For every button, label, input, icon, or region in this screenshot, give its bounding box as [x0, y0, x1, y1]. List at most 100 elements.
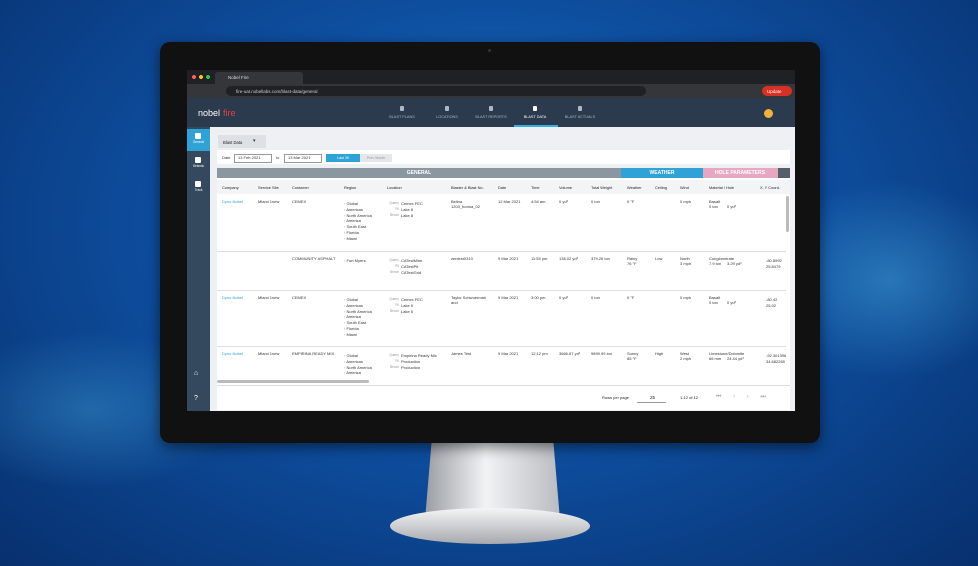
region: North America: [344, 365, 371, 370]
region: South East: [344, 320, 366, 325]
ceiling: Low: [655, 256, 663, 261]
column-header[interactable]: Company: [222, 184, 239, 190]
nav-icon[interactable]: [445, 106, 449, 111]
region: America: [344, 218, 361, 223]
column-header[interactable]: Location: [387, 184, 402, 190]
column-header[interactable]: Ceiling: [655, 184, 667, 190]
company[interactable]: Dyno Nobel: [222, 351, 243, 356]
nav-item[interactable]: BLAST DATA: [523, 115, 547, 119]
to-label: to: [276, 155, 280, 160]
customer: COMMUNITY ASPHALT: [292, 256, 336, 261]
coord: -80.42: [766, 297, 778, 302]
column-header[interactable]: Total Weight: [591, 184, 613, 190]
date-to[interactable]: [284, 154, 322, 163]
company[interactable]: Dyno Nobel: [222, 295, 243, 300]
region: South East: [344, 224, 366, 229]
last30-label[interactable]: Last 30: [337, 155, 349, 160]
date-from[interactable]: [234, 154, 272, 163]
update-label[interactable]: Update: [767, 88, 782, 94]
column-header[interactable]: X, Y Coord.: [760, 184, 780, 190]
caret[interactable]: ▾: [253, 138, 256, 144]
prev-month-button[interactable]: [360, 154, 392, 162]
column-header[interactable]: Wind: [680, 184, 689, 190]
volume: 3666.67 yd³: [559, 351, 581, 356]
selector-tab[interactable]: [218, 135, 266, 148]
nav-item[interactable]: BLAST ACTUALS: [564, 115, 596, 119]
region: Florida: [344, 230, 358, 235]
column-header[interactable]: Date: [498, 184, 507, 190]
date-from-value[interactable]: 13 Feb 2021: [238, 155, 261, 160]
table: [217, 168, 790, 410]
scroll-right[interactable]: [778, 168, 790, 178]
help-icon[interactable]: ?: [194, 395, 198, 402]
column-header[interactable]: Time: [531, 184, 540, 190]
coord: 34.682265: [766, 359, 785, 364]
total-weight: 379.26 ton: [591, 256, 610, 261]
h-scrollbar[interactable]: [217, 380, 369, 383]
last30-button[interactable]: [326, 154, 360, 162]
nav-item[interactable]: BLAST PLANS: [389, 115, 415, 119]
region: Global: [344, 201, 358, 206]
avatar[interactable]: [764, 109, 773, 118]
column-header[interactable]: Material / Hole: [709, 184, 735, 190]
wind: 0 mph: [680, 199, 692, 204]
column-header[interactable]: Blaster & Blast No.: [451, 184, 484, 190]
column-header[interactable]: Region: [344, 184, 357, 190]
nav-item[interactable]: LOCATIONS: [436, 115, 458, 119]
nav-icon[interactable]: [533, 106, 537, 111]
region: Americas: [344, 303, 363, 308]
home-icon[interactable]: ⌂: [194, 370, 199, 377]
prev-month-label[interactable]: Prev Month: [366, 155, 386, 160]
sidebar-icon[interactable]: [195, 133, 201, 139]
sidebar-icon[interactable]: [195, 181, 201, 187]
sidebar-item[interactable]: Track: [194, 188, 203, 192]
camera: [488, 49, 491, 52]
material: Conglomerate: [709, 256, 735, 261]
column-header[interactable]: Service Site: [258, 184, 279, 190]
sidebar-item[interactable]: General: [192, 140, 205, 144]
region: Miami: [344, 236, 357, 241]
service-site: Miami 1new: [258, 199, 280, 204]
column-header[interactable]: Customer: [292, 184, 309, 190]
wind: North: [680, 256, 690, 261]
nav-item[interactable]: BLAST REPORTS: [475, 115, 507, 119]
pager[interactable]: ⏮ ‹ › ⏭: [716, 394, 766, 400]
sidebar-item[interactable]: Seismic: [192, 164, 205, 168]
date: 9 Mar 2021: [498, 295, 519, 300]
selector-label[interactable]: Blast Data: [223, 139, 243, 145]
blaster: zentest0310: [451, 256, 473, 261]
column-header[interactable]: Volume: [559, 184, 572, 190]
region: Fort Myers: [344, 258, 365, 263]
page-size-select[interactable]: [637, 391, 666, 403]
sidebar-icon[interactable]: [195, 157, 201, 163]
url[interactable]: fire-uat.nobellabs.com/blast-data/genera…: [236, 88, 318, 94]
customer: EMPIRINA READY MIX: [292, 351, 335, 356]
url-field[interactable]: [226, 86, 646, 96]
tab-title[interactable]: Nobel Fire: [228, 74, 249, 80]
location-label: Bench: [389, 308, 399, 313]
location-value: CATestMine: [401, 258, 423, 263]
hole-weight: 66 mm: [709, 356, 722, 361]
nav-icon[interactable]: [489, 106, 493, 111]
weather: 76 °F: [627, 261, 637, 266]
nav-icon[interactable]: [578, 106, 582, 111]
logo-brand: nobel: [198, 108, 221, 118]
update-button[interactable]: [762, 86, 792, 96]
tab[interactable]: [215, 72, 303, 84]
blaster: Belina: [451, 199, 463, 204]
company[interactable]: Dyno Nobel: [222, 199, 243, 204]
region: North America: [344, 213, 371, 218]
row-divider: [217, 346, 786, 347]
section-general: [217, 168, 621, 178]
wind: 0 mph: [680, 295, 692, 300]
v-scrollbar[interactable]: [786, 196, 789, 232]
ceiling: High: [655, 351, 664, 356]
column-header[interactable]: Weather: [627, 184, 642, 190]
date-to-value[interactable]: 13 Mar 2021: [288, 155, 311, 160]
nav-active-underline: [514, 125, 558, 127]
location-label: Bench: [389, 364, 399, 369]
page-size[interactable]: 25: [650, 395, 656, 400]
location-value: Lake 8: [401, 206, 414, 212]
nav-icon[interactable]: [400, 106, 404, 111]
location-label: Quarry: [389, 353, 399, 357]
